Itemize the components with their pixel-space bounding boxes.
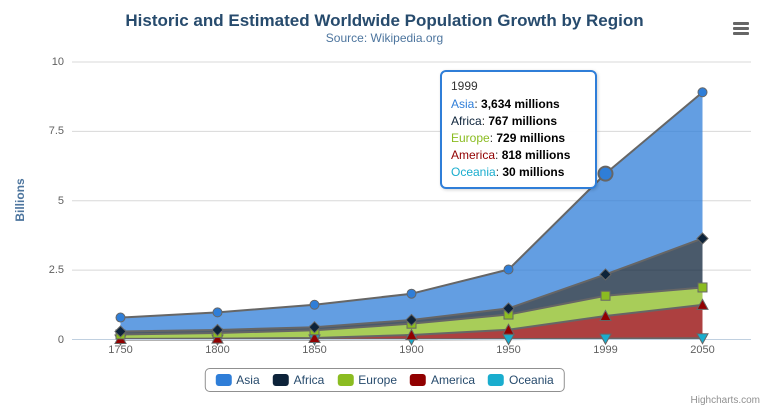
marker-asia-1999[interactable]	[597, 165, 614, 182]
x-axis-label: 1900	[399, 344, 424, 356]
marker-america-2050[interactable]	[696, 298, 709, 310]
tooltip-series-name: Oceania	[451, 165, 496, 179]
marker-oceania-1999[interactable]	[599, 333, 612, 346]
legend: Asia Africa Europe America Oceania	[204, 368, 565, 392]
tooltip-series-name: Asia	[451, 97, 475, 111]
x-axis-label: 2050	[690, 344, 715, 356]
tooltip: 1999 Asia: 3,634 millions Africa: 767 mil…	[440, 70, 597, 189]
tooltip-row: Africa: 767 millions	[451, 114, 558, 128]
tooltip-row: America: 818 millions	[451, 148, 571, 162]
credits-link[interactable]: Highcharts.com	[690, 395, 760, 406]
hamburger-icon	[733, 22, 749, 35]
legend-item-asia[interactable]: Asia	[215, 373, 260, 387]
tooltip-series-name: America	[451, 148, 496, 162]
marker-asia-1750[interactable]	[115, 312, 126, 323]
x-axis-label: 1950	[496, 344, 521, 356]
marker-europe-2050[interactable]	[697, 282, 708, 293]
legend-item-label: Asia	[236, 373, 260, 387]
chart-title: Historic and Estimated Worldwide Populat…	[125, 11, 644, 30]
y-axis-label: 7.5	[48, 125, 64, 138]
legend-symbol	[410, 374, 427, 386]
area-series-africa[interactable]	[120, 238, 703, 335]
context-menu-button[interactable]	[733, 22, 749, 37]
tooltip-series-value: 30 millions	[502, 165, 565, 179]
marker-asia-1900[interactable]	[406, 288, 417, 299]
y-axis-label: 5	[57, 194, 64, 207]
tooltip-row: Europe: 729 millions	[451, 131, 566, 145]
y-axis-label: 0	[57, 333, 64, 346]
marker-asia-1850[interactable]	[309, 299, 320, 310]
tooltip-series-name: Europe	[451, 131, 490, 145]
tooltip-row: Oceania: 30 millions	[451, 165, 565, 179]
chart-subtitle: Source: Wikipedia.org	[325, 31, 444, 45]
marker-america-1999[interactable]	[599, 309, 612, 321]
marker-oceania-2050[interactable]	[696, 333, 709, 345]
marker-africa-1750[interactable]	[114, 325, 127, 338]
legend-item-label: Africa	[293, 373, 325, 387]
tooltip-series-name: Africa	[451, 114, 482, 128]
legend-item-label: Europe	[358, 373, 398, 387]
tooltip-series-value: 3,634 millions	[481, 97, 560, 111]
marker-america-1850[interactable]	[308, 331, 321, 343]
legend-symbol	[488, 374, 505, 386]
tooltip-series-value: 767 millions	[488, 114, 558, 128]
marker-africa-2050[interactable]	[696, 232, 709, 245]
legend-item-label: America	[431, 373, 476, 387]
area-series-asia[interactable]	[120, 92, 703, 332]
area-series-america[interactable]	[120, 304, 703, 340]
legend-symbol	[337, 374, 354, 386]
tooltip-series-value: 729 millions	[496, 131, 566, 145]
x-axis-label: 1850	[302, 344, 327, 356]
marker-america-1950[interactable]	[502, 323, 515, 335]
legend-item-label: Oceania	[509, 373, 554, 387]
y-axis-label: 2.5	[48, 264, 64, 277]
marker-america-1900[interactable]	[405, 328, 418, 341]
legend-symbol	[272, 374, 289, 386]
x-axis-label: 1999	[593, 344, 618, 356]
marker-asia-1950[interactable]	[503, 264, 514, 275]
legend-item-africa[interactable]: Africa	[272, 373, 325, 387]
marker-africa-1900[interactable]	[405, 313, 418, 327]
marker-africa-1950[interactable]	[502, 302, 515, 315]
x-axis-label: 1750	[108, 344, 133, 356]
marker-africa-1850[interactable]	[308, 320, 321, 334]
tooltip-row: Asia: 3,634 millions	[451, 97, 560, 111]
marker-africa-1999[interactable]	[599, 268, 612, 281]
marker-america-1800[interactable]	[211, 332, 224, 344]
tooltip-series-value: 818 millions	[501, 148, 571, 162]
x-axis-label: 1800	[205, 344, 230, 356]
marker-africa-1800[interactable]	[211, 323, 224, 337]
marker-europe-1999[interactable]	[600, 290, 611, 301]
legend-item-europe[interactable]: Europe	[337, 373, 397, 387]
legend-symbol	[215, 374, 232, 386]
tooltip-header: 1999	[451, 79, 478, 93]
legend-item-oceania[interactable]: Oceania	[488, 373, 554, 387]
marker-asia-2050[interactable]	[697, 87, 708, 98]
y-axis-label: 10	[51, 56, 64, 68]
legend-item-america[interactable]: America	[410, 373, 475, 387]
marker-asia-1800[interactable]	[212, 307, 223, 318]
